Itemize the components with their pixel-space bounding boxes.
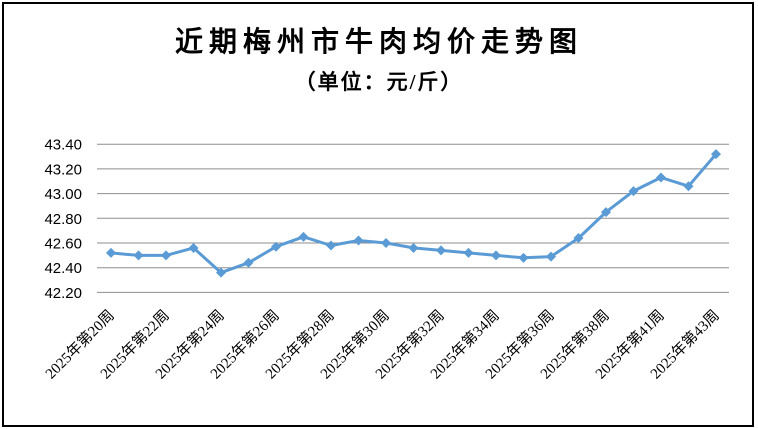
price-line <box>109 152 718 275</box>
data-point-marker <box>243 257 254 268</box>
y-axis-tick-label: 42.20 <box>44 285 82 302</box>
y-axis-tick-label: 43.00 <box>44 186 82 203</box>
data-point-marker <box>656 172 666 183</box>
data-point-marker <box>601 207 611 218</box>
y-axis-tick-label: 42.40 <box>44 260 82 277</box>
data-point-marker <box>491 250 501 261</box>
data-point-marker <box>188 242 199 253</box>
chart-subtitle: （单位：元/斤） <box>294 70 464 94</box>
y-axis-tick-label: 42.60 <box>44 236 82 253</box>
data-point-marker <box>518 252 529 263</box>
y-axis-tick-label: 43.20 <box>44 161 82 178</box>
data-point-marker <box>546 251 556 262</box>
y-axis-tick-label: 43.40 <box>44 137 82 154</box>
data-point-marker <box>628 186 639 197</box>
data-point-marker <box>463 247 474 258</box>
y-axis-tick-label: 42.80 <box>44 211 82 228</box>
data-point-marker <box>436 245 446 256</box>
data-point-marker <box>161 250 171 261</box>
chart-title: 近期梅州市牛肉均价走势图 <box>174 27 583 58</box>
data-point-marker <box>271 241 281 252</box>
data-point-marker <box>408 242 419 253</box>
data-point-marker <box>573 233 584 244</box>
data-point-marker <box>381 238 391 248</box>
data-point-marker <box>326 240 336 251</box>
data-point-marker <box>216 267 226 278</box>
data-point-marker <box>683 181 694 192</box>
data-point-marker <box>711 149 721 160</box>
data-point-marker <box>133 250 144 261</box>
data-point-marker <box>106 247 116 258</box>
data-point-marker <box>353 235 364 246</box>
data-point-marker <box>298 231 309 242</box>
